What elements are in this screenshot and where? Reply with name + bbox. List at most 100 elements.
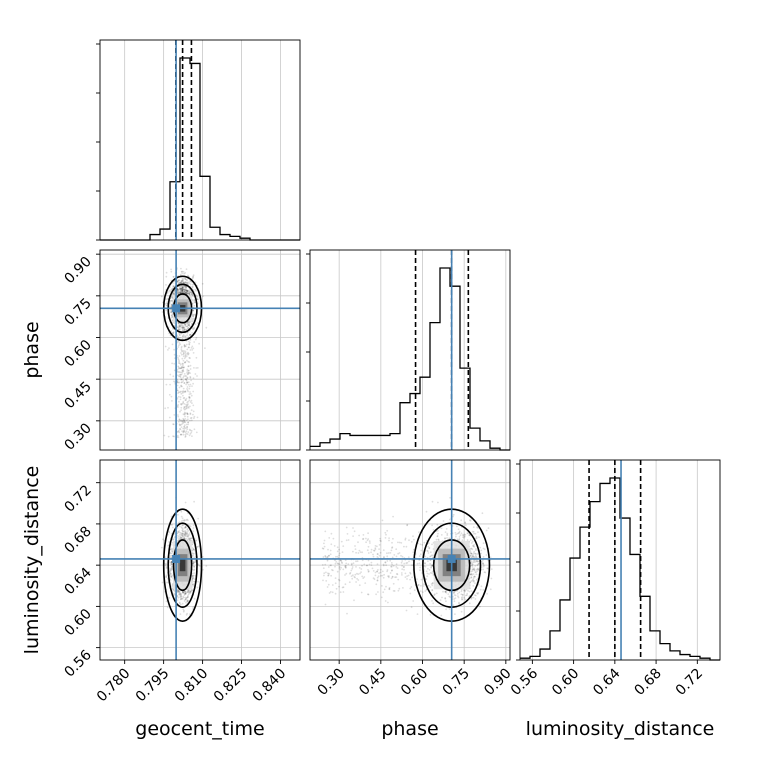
scatter-point-geocent-time-vs-phase-649 <box>187 346 190 349</box>
scatter-point-phase-vs-luminosity-distance-1299 <box>460 519 463 522</box>
scatter-point-geocent-time-vs-phase-1241 <box>181 279 184 282</box>
scatter-point-geocent-time-vs-phase-793 <box>166 292 169 294</box>
scatter-point-phase-vs-luminosity-distance-205 <box>404 572 407 575</box>
scatter-point-geocent-time-vs-phase-1645 <box>172 331 175 333</box>
scatter-point-geocent-time-vs-phase-160 <box>181 326 184 329</box>
scatter-point-geocent-time-vs-phase-598 <box>186 389 189 392</box>
scatter-point-phase-vs-luminosity-distance-98 <box>408 560 410 563</box>
scatter-point-phase-vs-luminosity-distance-490 <box>471 574 473 576</box>
scatter-point-phase-vs-luminosity-distance-1214 <box>472 544 474 547</box>
scatter-point-geocent-time-vs-phase-809 <box>184 281 186 284</box>
scatter-point-geocent-time-vs-luminosity-distance-177 <box>160 546 163 549</box>
scatter-point-phase-vs-luminosity-distance-1419 <box>362 538 364 540</box>
scatter-point-phase-vs-luminosity-distance-581 <box>474 565 477 567</box>
scatter-point-geocent-time-vs-phase-908 <box>182 400 185 403</box>
scatter-point-geocent-time-vs-phase-570 <box>189 383 192 386</box>
scatter-point-geocent-time-vs-phase-60 <box>183 345 186 347</box>
scatter-point-phase-vs-luminosity-distance-1528 <box>459 534 462 536</box>
scatter-point-geocent-time-vs-phase-1453 <box>167 435 170 438</box>
scatter-point-geocent-time-vs-phase-372 <box>178 332 181 335</box>
scatter-point-phase-vs-luminosity-distance-1454 <box>375 583 378 586</box>
scatter-point-phase-vs-luminosity-distance-427 <box>482 589 485 591</box>
scatter-point-phase-vs-luminosity-distance-887 <box>403 545 405 548</box>
scatter-point-geocent-time-vs-phase-838 <box>184 277 186 280</box>
scatter-point-geocent-time-vs-phase-218 <box>182 353 185 356</box>
scatter-point-geocent-time-vs-phase-1137 <box>178 328 181 331</box>
scatter-point-geocent-time-vs-phase-1306 <box>194 373 197 375</box>
scatter-point-geocent-time-vs-luminosity-distance-1118 <box>164 564 167 566</box>
scatter-point-geocent-time-vs-phase-1361 <box>185 291 188 294</box>
scatter-point-phase-vs-luminosity-distance-1540 <box>470 552 472 555</box>
scatter-point-geocent-time-vs-phase-1263 <box>189 321 192 323</box>
scatter-point-geocent-time-vs-phase-279 <box>180 288 183 290</box>
scatter-point-phase-vs-luminosity-distance-610 <box>327 572 329 575</box>
scatter-point-geocent-time-vs-luminosity-distance-68 <box>189 590 192 593</box>
scatter-point-geocent-time-vs-phase-52 <box>183 429 186 432</box>
scatter-point-phase-vs-luminosity-distance-898 <box>405 545 408 548</box>
scatter-point-geocent-time-vs-phase-624 <box>178 333 181 336</box>
scatter-point-geocent-time-vs-phase-398 <box>179 373 182 376</box>
scatter-point-phase-vs-luminosity-distance-1385 <box>464 521 467 524</box>
scatter-point-geocent-time-vs-phase-602 <box>186 331 189 334</box>
scatter-point-geocent-time-vs-phase-360 <box>187 407 190 409</box>
scatter-point-geocent-time-vs-phase-1039 <box>178 290 180 293</box>
scatter-point-geocent-time-vs-luminosity-distance-1679 <box>173 536 176 539</box>
scatter-point-geocent-time-vs-phase-164 <box>170 311 173 313</box>
scatter-point-phase-vs-luminosity-distance-981 <box>418 562 421 565</box>
scatter-point-phase-vs-luminosity-distance-1177 <box>334 565 336 568</box>
scatter-point-geocent-time-vs-phase-1605 <box>183 396 186 399</box>
scatter-point-geocent-time-vs-phase-1693 <box>185 278 188 281</box>
scatter-point-phase-vs-luminosity-distance-637 <box>442 590 444 593</box>
scatter-point-geocent-time-vs-luminosity-distance-117 <box>205 565 208 567</box>
scatter-point-geocent-time-vs-phase-337 <box>184 325 187 328</box>
scatter-point-phase-vs-luminosity-distance-664 <box>386 529 389 532</box>
scatter-point-geocent-time-vs-phase-1648 <box>179 362 181 365</box>
scatter-point-geocent-time-vs-phase-1210 <box>184 421 187 424</box>
scatter-point-geocent-time-vs-phase-1160 <box>179 324 182 327</box>
scatter-point-phase-vs-luminosity-distance-1221 <box>380 596 383 599</box>
scatter-point-geocent-time-vs-phase-180 <box>179 364 182 366</box>
scatter-point-geocent-time-vs-phase-1006 <box>185 289 188 291</box>
scatter-point-geocent-time-vs-phase-1522 <box>186 381 189 384</box>
scatter-point-geocent-time-vs-phase-572 <box>187 421 190 424</box>
scatter-point-phase-vs-luminosity-distance-931 <box>338 585 340 588</box>
scatter-point-phase-vs-luminosity-distance-1400 <box>480 552 482 555</box>
scatter-point-phase-vs-luminosity-distance-513 <box>389 559 392 562</box>
scatter-point-geocent-time-vs-phase-492 <box>178 381 181 384</box>
scatter-point-geocent-time-vs-phase-100 <box>191 402 193 404</box>
scatter-point-phase-vs-luminosity-distance-1368 <box>458 538 461 540</box>
scatter-point-geocent-time-vs-luminosity-distance-136 <box>187 594 189 597</box>
scatter-point-geocent-time-vs-phase-1167 <box>183 412 186 415</box>
scatter-point-phase-vs-luminosity-distance-1210 <box>336 562 339 565</box>
scatter-point-phase-vs-luminosity-distance-1394 <box>423 541 426 544</box>
scatter-point-geocent-time-vs-luminosity-distance-1481 <box>180 595 182 598</box>
scatter-point-phase-vs-luminosity-distance-112 <box>341 551 344 553</box>
scatter-point-geocent-time-vs-phase-1040 <box>184 324 187 327</box>
scatter-point-geocent-time-vs-phase-631 <box>176 389 179 392</box>
scatter-point-geocent-time-vs-phase-470 <box>182 421 185 424</box>
scatter-point-geocent-time-vs-phase-408 <box>187 324 189 326</box>
scatter-point-geocent-time-vs-luminosity-distance-1284 <box>187 593 190 596</box>
scatter-point-phase-vs-luminosity-distance-943 <box>327 554 330 557</box>
scatter-point-phase-vs-luminosity-distance-229 <box>409 578 411 581</box>
scatter-point-phase-vs-luminosity-distance-439 <box>391 541 393 544</box>
scatter-point-geocent-time-vs-phase-1262 <box>184 433 187 436</box>
scatter-point-geocent-time-vs-phase-193 <box>192 352 195 354</box>
scatter-point-geocent-time-vs-phase-1595 <box>189 412 192 415</box>
scatter-point-geocent-time-vs-phase-927 <box>194 323 197 326</box>
scatter-point-geocent-time-vs-luminosity-distance-391 <box>179 613 182 615</box>
scatter-point-geocent-time-vs-luminosity-distance-1230 <box>196 546 199 548</box>
scatter-point-phase-vs-luminosity-distance-763 <box>424 562 426 565</box>
scatter-point-phase-vs-luminosity-distance-751 <box>352 527 354 529</box>
scatter-point-phase-vs-luminosity-distance-1149 <box>344 567 347 569</box>
scatter-point-geocent-time-vs-phase-1497 <box>192 319 195 322</box>
scatter-point-geocent-time-vs-phase-1055 <box>171 287 174 290</box>
scatter-point-geocent-time-vs-phase-1524 <box>177 395 180 398</box>
scatter-point-geocent-time-vs-phase-810 <box>185 379 188 381</box>
scatter-point-geocent-time-vs-luminosity-distance-1544 <box>169 554 172 557</box>
scatter-point-phase-vs-luminosity-distance-1174 <box>437 532 439 535</box>
scatter-point-phase-vs-luminosity-distance-906 <box>472 526 475 529</box>
scatter-point-geocent-time-vs-phase-116 <box>186 328 189 330</box>
scatter-point-geocent-time-vs-phase-1488 <box>187 383 190 386</box>
scatter-point-geocent-time-vs-luminosity-distance-977 <box>177 531 180 533</box>
